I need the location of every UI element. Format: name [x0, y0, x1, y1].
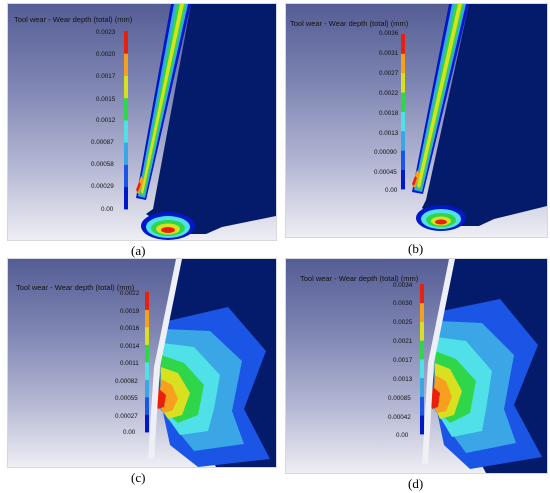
- legend-tick: 0.00090: [374, 149, 397, 156]
- legend-tick: 0.0030: [393, 300, 413, 307]
- panel-title-d: Tool wear - Wear depth (total) (mm): [300, 274, 419, 283]
- legend-color-swatch: [401, 150, 405, 171]
- legend-color-swatch: [401, 111, 405, 132]
- legend-tick: 0.0034: [393, 282, 413, 289]
- legend-color-swatch: [124, 53, 128, 76]
- legend-colorbar-a: [124, 31, 128, 210]
- legend-tick: 0.0023: [96, 29, 116, 36]
- legend-color-swatch: [124, 142, 128, 165]
- legend-tick: 0.0016: [120, 325, 140, 332]
- flank-wear-bands: [141, 212, 195, 240]
- flank-wear-bands: [416, 205, 466, 231]
- panel-title-a: Tool wear - Wear depth (total) (mm): [14, 15, 133, 24]
- legend-color-swatch: [420, 284, 424, 304]
- legend-color-swatch: [124, 75, 128, 99]
- panel-title-b: Tool wear - Wear depth (total) (mm): [290, 19, 409, 28]
- legend-tick: 0.00087: [91, 139, 114, 146]
- legend-color-swatch: [124, 164, 128, 188]
- legend-tick: 0.0013: [379, 130, 399, 137]
- legend-color-swatch: [401, 53, 405, 74]
- rake-face-wear-bands: [412, 4, 469, 194]
- legend-color-swatch: [420, 377, 424, 397]
- legend-tick: 0.0027: [379, 70, 399, 77]
- legend-color-swatch: [420, 321, 424, 341]
- legend-tick: 0.00055: [115, 395, 138, 402]
- rake-face-wear-bands: [136, 4, 191, 200]
- legend-color-swatch: [145, 397, 149, 415]
- contour-plot-d: [420, 259, 547, 473]
- contour-plot-b: [401, 4, 547, 231]
- legend-color-swatch: [145, 362, 149, 380]
- legend-tick: 0.0015: [96, 96, 116, 103]
- legend-color-swatch: [401, 72, 405, 93]
- panel-a: Tool wear - Wear depth (total) (mm) 0.00…: [7, 3, 277, 241]
- legend-color-swatch: [124, 186, 128, 210]
- legend-color-swatch: [420, 396, 424, 416]
- legend-tick: 0.00045: [374, 169, 397, 176]
- legend-tick: 0.0017: [393, 357, 413, 364]
- legend-color-swatch: [145, 327, 149, 345]
- legend-color-swatch: [145, 344, 149, 363]
- legend-color-swatch: [145, 309, 149, 328]
- legend-tick: 0.0013: [393, 376, 413, 383]
- legend-color-swatch: [145, 292, 149, 310]
- tool-flank-edge: [148, 259, 182, 459]
- chip-wear-bands: [429, 299, 542, 469]
- legend-tick: 0.00085: [388, 395, 411, 402]
- legend-tick: 0.0025: [393, 319, 413, 326]
- legend-colorbar-b: [401, 34, 405, 190]
- legend-color-swatch: [420, 302, 424, 322]
- legend-color-swatch: [401, 92, 405, 112]
- legend-tick: 0.00042: [388, 414, 411, 421]
- workpiece-region: [146, 4, 276, 234]
- legend-color-swatch: [401, 169, 405, 190]
- contour-plot-a: [124, 4, 276, 240]
- legend-tick: 0.0022: [379, 90, 399, 97]
- legend-tick: 0.00: [123, 429, 136, 436]
- legend-tick: 0.00029: [91, 183, 114, 190]
- legend-colorbar-d: [420, 284, 424, 435]
- legend-tick: 0.00: [385, 187, 398, 194]
- panel-title-c: Tool wear - Wear depth (total) (mm): [16, 283, 135, 292]
- legend-tick: 0.0012: [96, 117, 116, 124]
- panel-d: Tool wear - Wear depth (total) (mm) 0.00…: [285, 258, 548, 474]
- legend-color-swatch: [145, 379, 149, 398]
- legend-tick: 0.0020: [96, 51, 116, 58]
- legend-color-swatch: [401, 34, 405, 54]
- legend-color-swatch: [420, 359, 424, 379]
- caption-b: (b): [408, 241, 424, 256]
- caption-d: (d): [408, 476, 424, 491]
- legend-tick: 0.0036: [379, 30, 399, 37]
- legend-tick: 0.00058: [91, 161, 114, 168]
- legend-tick: 0.0017: [96, 73, 116, 80]
- workpiece-region: [422, 4, 547, 226]
- caption-a: (a): [131, 243, 146, 258]
- legend-color-swatch: [124, 97, 128, 121]
- legend-color-swatch: [124, 31, 128, 54]
- legend-color-swatch: [401, 130, 405, 151]
- legend-tick: 0.0022: [120, 290, 140, 297]
- legend-tick: 0.0018: [379, 110, 399, 117]
- panel-c: Tool wear - Wear depth (total) (mm) 0.00…: [7, 258, 277, 468]
- contour-plot-c: [145, 259, 276, 467]
- legend-tick: 0.00: [101, 206, 114, 213]
- legend-tick: 0.00: [396, 432, 409, 439]
- legend-tick: 0.00027: [115, 413, 138, 420]
- legend-tick: 0.0011: [120, 360, 139, 367]
- legend-color-swatch: [420, 415, 424, 435]
- legend-tick: 0.0014: [120, 343, 140, 350]
- legend-tick: 0.00082: [115, 378, 138, 385]
- legend-tick: 0.0021: [393, 338, 413, 345]
- tool-flank-edge: [422, 259, 455, 464]
- caption-c: (c): [131, 470, 146, 485]
- legend-color-swatch: [145, 414, 149, 433]
- legend-color-swatch: [124, 120, 128, 143]
- legend-color-swatch: [420, 340, 424, 360]
- panel-b: Tool wear - Wear depth (total) (mm) 0.00…: [285, 3, 548, 238]
- legend-colorbar-c: [145, 292, 149, 433]
- legend-tick: 0.0031: [379, 50, 399, 57]
- legend-tick: 0.0019: [120, 308, 140, 315]
- chip-wear-bands: [155, 307, 270, 467]
